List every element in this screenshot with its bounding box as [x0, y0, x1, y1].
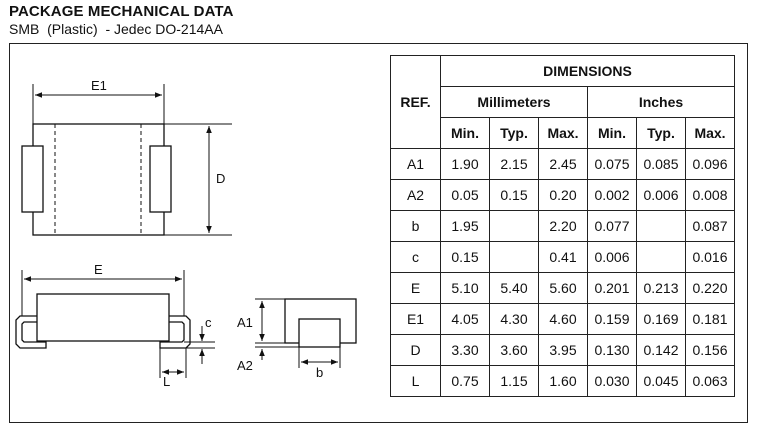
sub-header-row: Min. Typ. Max. Min. Typ. Max. — [391, 117, 735, 149]
value-cell: 0.201 — [587, 272, 637, 304]
dimensions-table: REF. DIMENSIONS Millimeters Inches Min. … — [390, 55, 735, 397]
in-typ-header: Typ. — [636, 117, 686, 149]
drawing-frame — [9, 43, 748, 423]
value-cell: 0.085 — [636, 148, 686, 180]
table-row: c 0.15 0.41 0.006 0.016 — [390, 241, 735, 273]
value-cell: 0.15 — [489, 179, 539, 211]
value-cell: 0.169 — [636, 303, 686, 335]
value-cell: 0.130 — [587, 334, 637, 366]
value-cell: 0.181 — [685, 303, 735, 335]
right-lead — [149, 145, 172, 213]
value-cell: 4.30 — [489, 303, 539, 335]
ref-cell: E1 — [390, 303, 441, 335]
value-cell: 5.60 — [538, 272, 588, 304]
value-cell: 1.95 — [440, 210, 490, 242]
ref-cell: c — [390, 241, 441, 273]
table-row: L 0.75 1.15 1.60 0.030 0.045 0.063 — [390, 365, 735, 397]
label-e: E — [94, 262, 103, 277]
value-cell: 3.30 — [440, 334, 490, 366]
value-cell — [489, 210, 539, 242]
value-cell: 0.075 — [587, 148, 637, 180]
value-cell: 0.077 — [587, 210, 637, 242]
end-view — [255, 298, 357, 368]
label-b: b — [316, 365, 323, 380]
end-view-lead — [298, 318, 341, 348]
value-cell: 1.60 — [538, 365, 588, 397]
page-subtitle: SMB (Plastic) - Jedec DO-214AA — [9, 21, 223, 37]
value-cell: 0.05 — [440, 179, 490, 211]
value-cell: 3.60 — [489, 334, 539, 366]
table-row: D 3.30 3.60 3.95 0.130 0.142 0.156 — [390, 334, 735, 366]
in-min-header: Min. — [587, 117, 637, 149]
millimeters-header: Millimeters — [440, 86, 588, 118]
ref-cell: E — [390, 272, 441, 304]
ref-cell: b — [390, 210, 441, 242]
label-l: L — [163, 374, 170, 389]
value-cell: 0.15 — [440, 241, 490, 273]
table-row: E 5.10 5.40 5.60 0.201 0.213 0.220 — [390, 272, 735, 304]
value-cell: 0.096 — [685, 148, 735, 180]
value-cell: 5.40 — [489, 272, 539, 304]
value-cell — [636, 241, 686, 273]
left-lead — [21, 145, 44, 213]
table-row: b 1.95 2.20 0.077 0.087 — [390, 210, 735, 242]
value-cell: 5.10 — [440, 272, 490, 304]
side-view-body — [36, 293, 170, 342]
value-cell: 4.05 — [440, 303, 490, 335]
label-e1: E1 — [91, 78, 107, 93]
ref-cell: A2 — [390, 179, 441, 211]
value-cell: 0.220 — [685, 272, 735, 304]
value-cell: 1.90 — [440, 148, 490, 180]
value-cell: 0.008 — [685, 179, 735, 211]
table-row: A2 0.05 0.15 0.20 0.002 0.006 0.008 — [390, 179, 735, 211]
value-cell: 0.006 — [636, 179, 686, 211]
value-cell: 0.030 — [587, 365, 637, 397]
label-a1: A1 — [237, 315, 253, 330]
mm-typ-header: Typ. — [489, 117, 539, 149]
value-cell: 0.002 — [587, 179, 637, 211]
inches-header: Inches — [587, 86, 735, 118]
label-c: c — [205, 315, 212, 330]
value-cell: 0.016 — [685, 241, 735, 273]
ref-cell: L — [390, 365, 441, 397]
value-cell: 0.75 — [440, 365, 490, 397]
side-view — [15, 270, 215, 378]
value-cell: 2.20 — [538, 210, 588, 242]
label-a2: A2 — [237, 358, 253, 373]
value-cell: 0.087 — [685, 210, 735, 242]
label-d: D — [216, 171, 225, 186]
mm-max-header: Max. — [538, 117, 588, 149]
value-cell: 0.006 — [587, 241, 637, 273]
ref-cell: D — [390, 334, 441, 366]
page-title: PACKAGE MECHANICAL DATA — [9, 3, 234, 20]
value-cell: 2.45 — [538, 148, 588, 180]
dimensions-body: A1 1.90 2.15 2.45 0.075 0.085 0.096 A2 0.05 0.15 0… — [390, 148, 735, 397]
top-view-body — [32, 123, 165, 236]
value-cell: 0.41 — [538, 241, 588, 273]
value-cell: 4.60 — [538, 303, 588, 335]
mm-min-header: Min. — [440, 117, 490, 149]
value-cell: 0.142 — [636, 334, 686, 366]
value-cell — [636, 210, 686, 242]
value-cell — [489, 241, 539, 273]
value-cell: 0.20 — [538, 179, 588, 211]
ref-header: REF. — [390, 55, 441, 149]
value-cell: 0.063 — [685, 365, 735, 397]
table-row: A1 1.90 2.15 2.45 0.075 0.085 0.096 — [390, 148, 735, 180]
value-cell: 0.045 — [636, 365, 686, 397]
value-cell: 0.156 — [685, 334, 735, 366]
value-cell: 1.15 — [489, 365, 539, 397]
value-cell: 0.159 — [587, 303, 637, 335]
ref-cell: A1 — [390, 148, 441, 180]
dimensions-header: DIMENSIONS — [440, 55, 735, 87]
in-max-header: Max. — [685, 117, 735, 149]
value-cell: 0.213 — [636, 272, 686, 304]
value-cell: 2.15 — [489, 148, 539, 180]
value-cell: 3.95 — [538, 334, 588, 366]
top-view — [21, 84, 232, 236]
table-row: E1 4.05 4.30 4.60 0.159 0.169 0.181 — [390, 303, 735, 335]
